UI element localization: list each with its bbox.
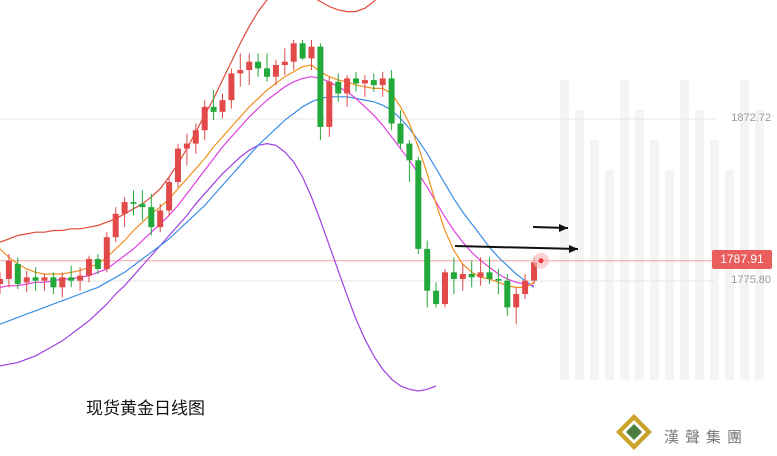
candle-body — [50, 277, 57, 288]
background-watermark-bar — [755, 110, 764, 380]
candle-body — [157, 210, 164, 228]
candle-body — [468, 273, 475, 278]
candle-body — [41, 277, 48, 281]
candle-body — [281, 61, 288, 66]
background-watermark-bar — [590, 140, 599, 380]
candle-body — [522, 280, 529, 295]
brand-name: 漢聲集團 — [664, 428, 749, 446]
candle-body — [103, 237, 110, 269]
candle-body — [433, 290, 440, 305]
moving-average-blue-line — [0, 96, 535, 325]
annotation-arrow-lower-shaft — [454, 245, 579, 250]
chart-title: 现货黄金日线图 — [86, 399, 205, 419]
bollinger-upper-line — [0, 0, 376, 243]
annotation-arrow-lower-head — [569, 245, 578, 253]
moving-average-orange-line — [0, 64, 535, 288]
candle-body — [272, 65, 279, 77]
candle-body — [86, 258, 92, 276]
background-watermark-bar — [635, 110, 644, 380]
candle-body — [442, 272, 448, 305]
candle-body — [317, 46, 324, 127]
candle-body — [175, 148, 181, 183]
candle-body — [139, 203, 146, 208]
candle-body — [14, 263, 21, 285]
background-watermark-bar — [650, 140, 659, 380]
background-watermark-bar — [725, 170, 734, 380]
candle-body — [361, 80, 368, 84]
candle-body — [299, 43, 306, 59]
candle-body — [219, 100, 226, 112]
background-watermark-bar — [605, 170, 614, 380]
candle-body — [32, 277, 39, 281]
candle-body — [94, 258, 101, 269]
candle-body — [237, 70, 244, 74]
candle-body — [415, 160, 422, 249]
candle-body — [246, 61, 253, 71]
background-watermark-bar — [680, 80, 689, 380]
candle-body — [121, 202, 128, 214]
brand-logo-icon — [616, 414, 652, 450]
background-watermark-bar — [695, 110, 704, 380]
candle-body — [59, 277, 66, 288]
candle-body — [130, 202, 137, 204]
candle-body — [192, 130, 199, 144]
candle-body — [335, 81, 342, 94]
candle-body — [513, 294, 520, 308]
candle-body — [148, 207, 155, 228]
candle-body — [353, 78, 359, 84]
candle-body — [370, 80, 377, 86]
candle-body — [326, 81, 333, 127]
background-watermark-bar — [560, 80, 569, 380]
candle-body — [450, 272, 457, 279]
current-price-label: 1787.91 — [712, 250, 772, 269]
candle-body — [112, 213, 119, 238]
background-watermark-bar — [740, 80, 749, 380]
candle-body — [379, 78, 386, 86]
candle-body — [228, 73, 235, 101]
candle-body — [477, 272, 484, 278]
candle-body — [183, 143, 190, 149]
candle-body — [77, 275, 84, 281]
candle-body — [388, 78, 395, 124]
candle-body — [201, 106, 208, 131]
candle-body — [531, 262, 537, 281]
candle-body — [68, 277, 75, 281]
candle-body — [0, 278, 3, 285]
candle-body — [210, 106, 217, 112]
candle-body — [397, 123, 404, 144]
bollinger-lower-line — [0, 142, 437, 392]
y-tick-label: 1872.72 — [731, 112, 771, 124]
candle-body — [166, 182, 173, 211]
bollinger-mid-line — [0, 76, 535, 288]
background-watermark-bar — [665, 170, 674, 380]
candle-body — [255, 61, 262, 69]
candle-body — [344, 78, 351, 94]
background-watermark-bar — [620, 80, 629, 380]
background-watermark-bar — [575, 110, 584, 380]
candle-body — [495, 278, 502, 281]
candle-body — [486, 272, 493, 279]
candle-body — [23, 277, 30, 283]
candle-body — [5, 260, 12, 279]
annotation-arrow-upper-head — [559, 224, 568, 232]
price-dot — [538, 258, 544, 264]
candle-body — [504, 280, 511, 308]
candle-body — [290, 43, 297, 62]
candle-body — [264, 68, 270, 77]
candle-body — [308, 46, 315, 59]
y-tick-label: 1775.80 — [731, 274, 771, 286]
candle-body — [424, 248, 431, 291]
candle-body — [406, 143, 413, 161]
candle-body — [459, 273, 466, 279]
